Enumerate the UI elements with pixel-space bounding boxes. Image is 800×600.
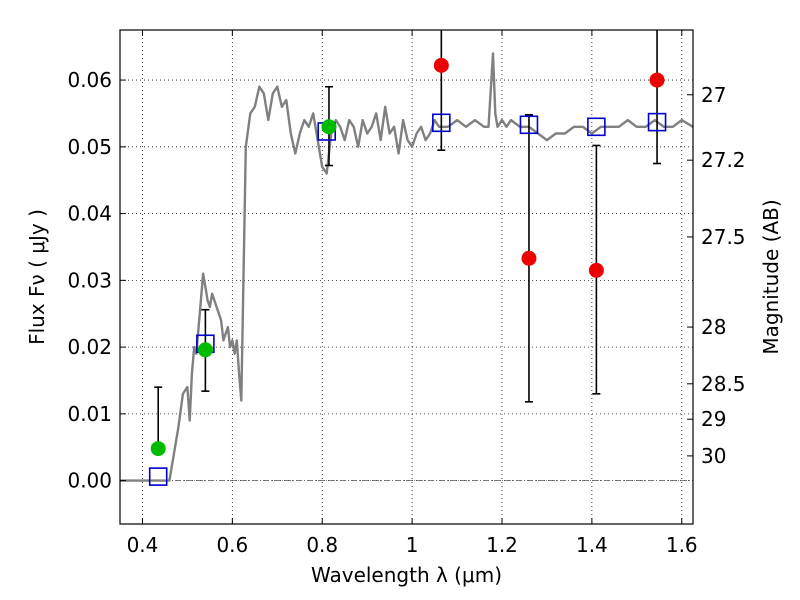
x-tick-label: 0.6: [216, 533, 248, 557]
right-tick-label: 28: [701, 315, 726, 339]
right-axis-title: Magnitude (AB): [759, 199, 783, 354]
x-tick-label: 1: [406, 533, 419, 557]
y-tick-label: 0.02: [67, 335, 112, 359]
x-tick-label: 1.6: [666, 533, 698, 557]
x-tick-label: 1.2: [486, 533, 518, 557]
right-tick-label: 29: [701, 407, 726, 431]
right-tick-label: 30: [701, 444, 726, 468]
y-axis-title: Flux Fν ( μJy ): [25, 209, 49, 345]
y-tick-label: 0.03: [67, 268, 112, 292]
model-flux-square: [148, 467, 168, 486]
detection-point: [150, 441, 166, 457]
x-tick-label: 0.4: [127, 533, 159, 557]
y-tick-label: 0.04: [67, 202, 112, 226]
model-flux-square: [647, 112, 667, 132]
right-tick-label: 27: [701, 83, 726, 107]
model-spectrum-line: [120, 52, 694, 482]
measured-point: [433, 57, 449, 73]
tick-layer: 0.4 0.6 0.8 1 1.2 1.4 1.6 0.00 0.01 0.02 0.03 0.04 0…: [67, 30, 746, 557]
model-flux-square: [432, 113, 451, 133]
detection-point: [197, 342, 213, 358]
data-points: [148, 57, 667, 486]
y-tick-label: 0.00: [67, 469, 112, 493]
error-bars: [154, 30, 662, 452]
model-flux-square: [519, 115, 539, 135]
x-tick-label: 0.8: [306, 533, 338, 557]
model-spectrum: [120, 52, 694, 482]
y-tick-label: 0.05: [67, 135, 112, 159]
measured-point: [649, 72, 665, 88]
measured-point: [521, 250, 537, 266]
detection-point: [321, 119, 337, 135]
grid-layer: [120, 30, 693, 524]
x-axis-title: Wavelength λ (μm): [311, 563, 502, 587]
measured-point: [588, 262, 604, 278]
right-tick-label: 28.5: [701, 372, 746, 396]
y-tick-label: 0.01: [67, 402, 112, 426]
model-flux-square: [587, 117, 606, 137]
plot-frame: [119, 29, 694, 525]
right-tick-label: 27.2: [701, 148, 746, 172]
right-tick-label: 27.5: [701, 225, 746, 249]
y-tick-label: 0.06: [67, 68, 112, 92]
x-tick-label: 1.4: [576, 533, 608, 557]
